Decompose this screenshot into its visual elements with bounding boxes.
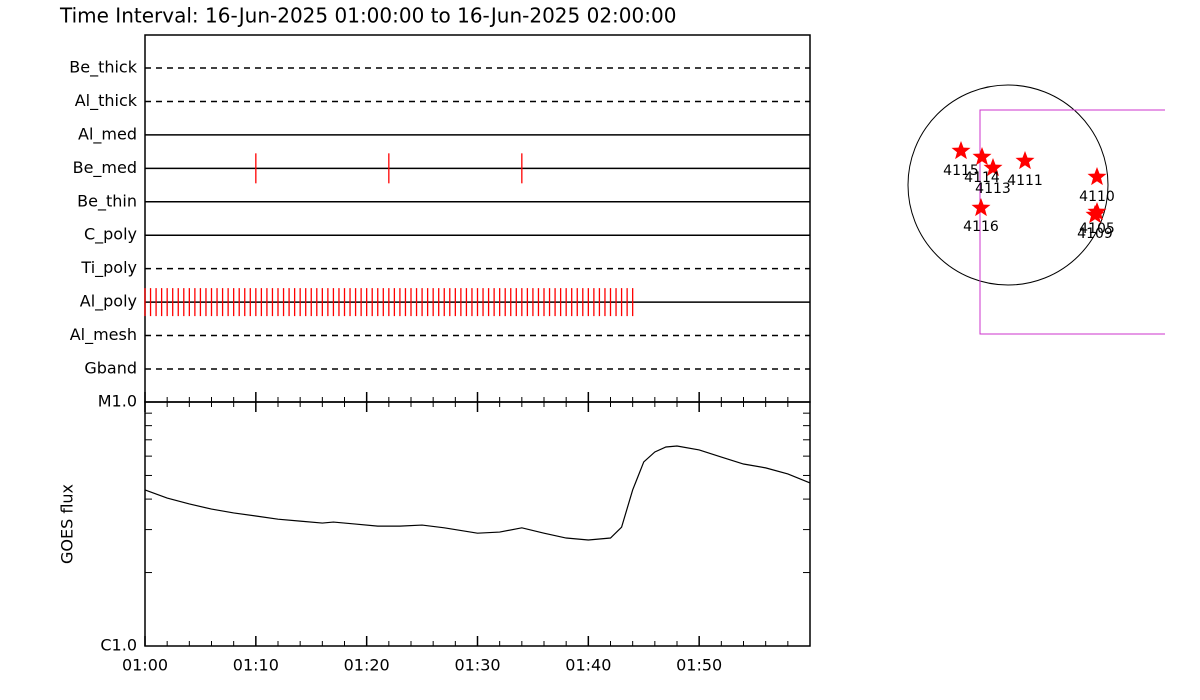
y-tick-label: M1.0: [98, 392, 137, 411]
row-label: Al_thick: [75, 91, 138, 111]
row-label: Gband: [84, 359, 137, 378]
solar-disk: [907, 84, 1109, 286]
row-label: Be_thin: [77, 191, 137, 211]
region-label: 4114: [964, 170, 1000, 186]
region-label: 4110: [1079, 189, 1115, 205]
region-star: [1015, 151, 1035, 170]
region-label: 4115: [943, 163, 979, 179]
region-star: [1085, 205, 1105, 224]
x-tick-label: 01:20: [344, 656, 390, 675]
region-star: [971, 198, 991, 217]
field-of-view: [979, 109, 1165, 335]
x-tick-label: 01:10: [233, 656, 279, 675]
x-tick-label: 01:00: [122, 656, 168, 675]
row-label: Be_thick: [69, 58, 137, 78]
row-label: Be_med: [73, 158, 137, 178]
region-star: [1087, 167, 1107, 186]
x-tick-label: 01:30: [454, 656, 500, 675]
region-label: 4111: [1007, 173, 1043, 189]
region-label: 4105: [1079, 221, 1115, 237]
y-tick-label: C1.0: [100, 636, 137, 655]
region-label: 4113: [975, 181, 1011, 197]
row-label: Al_mesh: [70, 325, 137, 345]
row-label: Al_poly: [80, 292, 137, 312]
goes-curve: [144, 445, 811, 541]
x-tick-label: 01:50: [676, 656, 722, 675]
region-label: 4116: [963, 219, 999, 235]
region-star: [972, 147, 992, 166]
region-star: [983, 158, 1003, 177]
region-label: 4109: [1077, 226, 1113, 242]
row-label: C_poly: [84, 225, 137, 245]
region-star: [951, 141, 971, 160]
row-label: Al_med: [78, 124, 137, 144]
y-axis-label: GOES flux: [58, 484, 77, 564]
chart-title: Time Interval: 16-Jun-2025 01:00:00 to 1…: [59, 4, 676, 28]
x-tick-label: 01:40: [565, 656, 611, 675]
row-label: Ti_poly: [80, 258, 137, 278]
